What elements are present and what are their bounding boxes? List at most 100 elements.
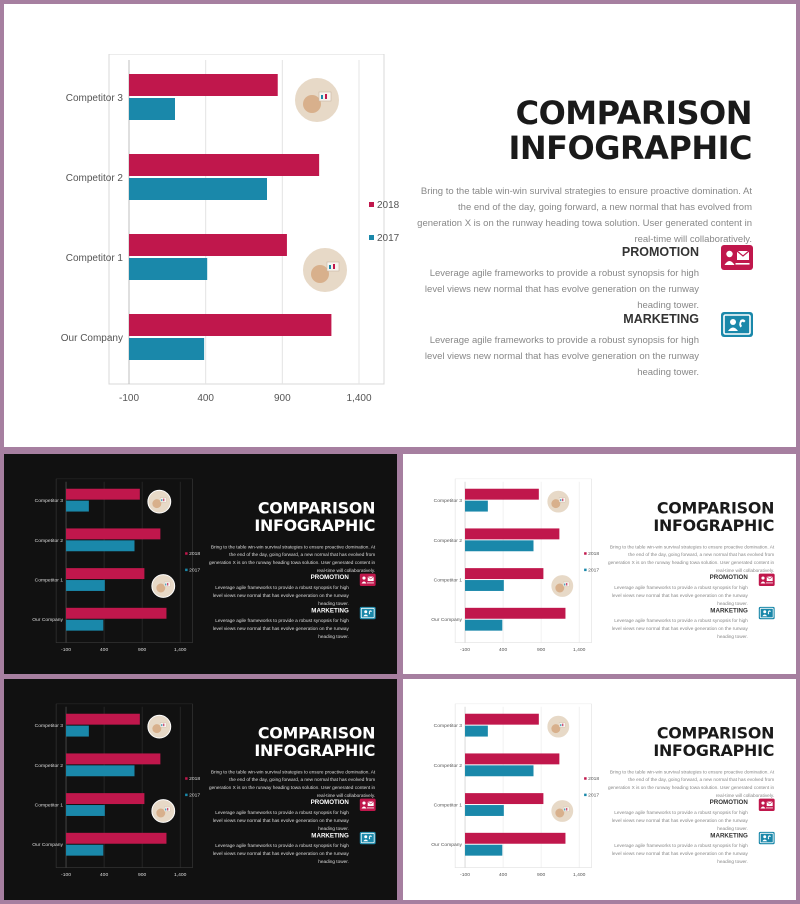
promotion-heading: PROMOTION: [709, 798, 748, 806]
legend-swatch: [185, 552, 188, 555]
x-tick-label: 900: [537, 647, 546, 653]
legend-swatch: [584, 552, 587, 555]
marketing-heading: MARKETING: [710, 831, 748, 839]
bar-2018: [465, 793, 544, 805]
photo-circle: [546, 489, 571, 514]
slide-thumbnail[interactable]: -100 400 900 1,400 Competitor 3 Competitor 2 C…: [4, 454, 397, 674]
category-label: Competitor 3: [434, 498, 463, 504]
marketing-heading: MARKETING: [311, 831, 349, 839]
promotion-text: Leverage agile frameworks to provide a r…: [611, 810, 748, 832]
photo-mini-bar: [165, 808, 167, 811]
bar-2018: [66, 607, 167, 619]
marketing-heading: MARKETING: [710, 606, 748, 614]
legend-label: 2018: [588, 776, 599, 782]
legend-label: 2017: [588, 568, 599, 574]
category-label: Competitor 1: [434, 578, 463, 584]
bar-chart: -100 400 900 1,400 Competitor 3 Competitor 2 C…: [431, 478, 599, 653]
legend-swatch: [185, 793, 188, 797]
x-tick-label: 400: [499, 872, 508, 878]
slide-title: COMPARISON INFOGRAPHIC: [636, 499, 774, 535]
photo-circle: [293, 76, 341, 124]
photo-mini-bar: [165, 583, 167, 586]
bar-2017: [66, 844, 104, 856]
photo-paper: [559, 722, 566, 728]
category-label: Our Company: [431, 842, 462, 848]
photo-mini-bar: [562, 723, 564, 727]
slide-thumbnail[interactable]: -100 400 900 1,400 Competitor 3 Competitor 2 C…: [4, 679, 397, 900]
promotion-text: Leverage agile frameworks to provide a r…: [611, 585, 748, 607]
title-line-1: COMPARISON: [257, 498, 376, 518]
x-tick-label: -100: [61, 872, 71, 878]
bar-2018: [465, 607, 566, 619]
bar-2017: [66, 619, 104, 631]
x-tick-label: 1,400: [174, 872, 187, 878]
category-label: Competitor 3: [66, 93, 124, 104]
presentation-mail-icon: [758, 573, 775, 586]
bar-2017: [66, 805, 105, 816]
photo-hand: [156, 808, 166, 818]
x-tick-label: 1,400: [573, 647, 586, 653]
photo-mini-bar: [161, 724, 163, 727]
x-tick-label: 1,400: [174, 647, 187, 653]
title-line-2: INFOGRAPHIC: [254, 741, 376, 760]
slide-title: COMPARISON INFOGRAPHIC: [636, 724, 775, 760]
presentation-mail-icon: [359, 798, 376, 811]
slide-thumbnail[interactable]: -100 400 900 1,400 Competitor 3 Competitor 2 C…: [403, 454, 796, 674]
photo-circle: [301, 246, 349, 294]
bar-2017: [465, 500, 488, 512]
marketing-text: Leverage agile frameworks to provide a r…: [424, 335, 699, 378]
x-tick-label: 400: [197, 393, 214, 404]
bar-2017: [465, 619, 503, 631]
title-line-2: INFOGRAPHIC: [653, 741, 775, 760]
photo-hand: [551, 499, 561, 509]
intro-paragraph: Bring to the table win-win survival stra…: [417, 186, 752, 245]
bar-2017: [66, 540, 135, 552]
promotion-heading: PROMOTION: [310, 798, 349, 806]
bar-2017: [66, 725, 89, 737]
photo-paper: [563, 581, 570, 587]
bar-2018: [129, 154, 320, 176]
category-label: Competitor 2: [35, 538, 64, 544]
category-label: Our Company: [61, 333, 123, 344]
photo-circle: [546, 714, 571, 739]
legend-swatch: [185, 777, 188, 780]
bar-2018: [465, 713, 539, 725]
category-label: Competitor 2: [434, 763, 463, 769]
bar-2017: [66, 500, 89, 512]
bar-2018: [129, 234, 287, 256]
bar-2018: [66, 753, 161, 765]
bar-2018: [465, 753, 560, 765]
promotion-text: Leverage agile frameworks to provide a r…: [212, 585, 349, 607]
bar-2018: [66, 488, 140, 500]
category-label: Our Company: [32, 842, 63, 848]
bar-2018: [66, 713, 140, 725]
bar-2017: [129, 98, 175, 120]
bar-2018: [465, 528, 560, 540]
slide-title: COMPARISON INFOGRAPHIC: [237, 724, 376, 760]
person-phone-icon: [359, 831, 376, 845]
slide-thumbnail[interactable]: -100 400 900 1,400 Competitor 3 Competitor 2 C…: [403, 679, 796, 900]
legend-label: 2017: [189, 568, 200, 574]
photo-hand: [551, 724, 561, 734]
bar-2018: [129, 314, 332, 336]
category-label: Competitor 1: [434, 803, 463, 809]
legend-swatch: [584, 793, 587, 797]
promotion-heading: PROMOTION: [621, 245, 699, 259]
legend-label: 2018: [189, 776, 200, 782]
title-line-2: INFOGRAPHIC: [254, 516, 376, 535]
photo-mini-bar: [163, 498, 165, 502]
bar-chart: -100 400 900 1,400 Competitor 3 Competitor 2 C…: [32, 703, 200, 878]
legend-swatch: [584, 568, 587, 572]
bar-2017: [129, 258, 208, 280]
legend-label: 2018: [588, 551, 599, 557]
photo-hand: [303, 95, 321, 113]
category-label: Competitor 3: [434, 723, 463, 729]
bar-2017: [66, 765, 135, 777]
bar-2018: [465, 568, 544, 580]
x-tick-label: 1,400: [573, 872, 586, 878]
photo-mini-bar: [564, 808, 566, 811]
x-tick-label: 900: [274, 393, 291, 404]
photo-hand: [555, 583, 565, 593]
plot-frame: [454, 703, 592, 868]
photo-circle: [147, 714, 172, 739]
